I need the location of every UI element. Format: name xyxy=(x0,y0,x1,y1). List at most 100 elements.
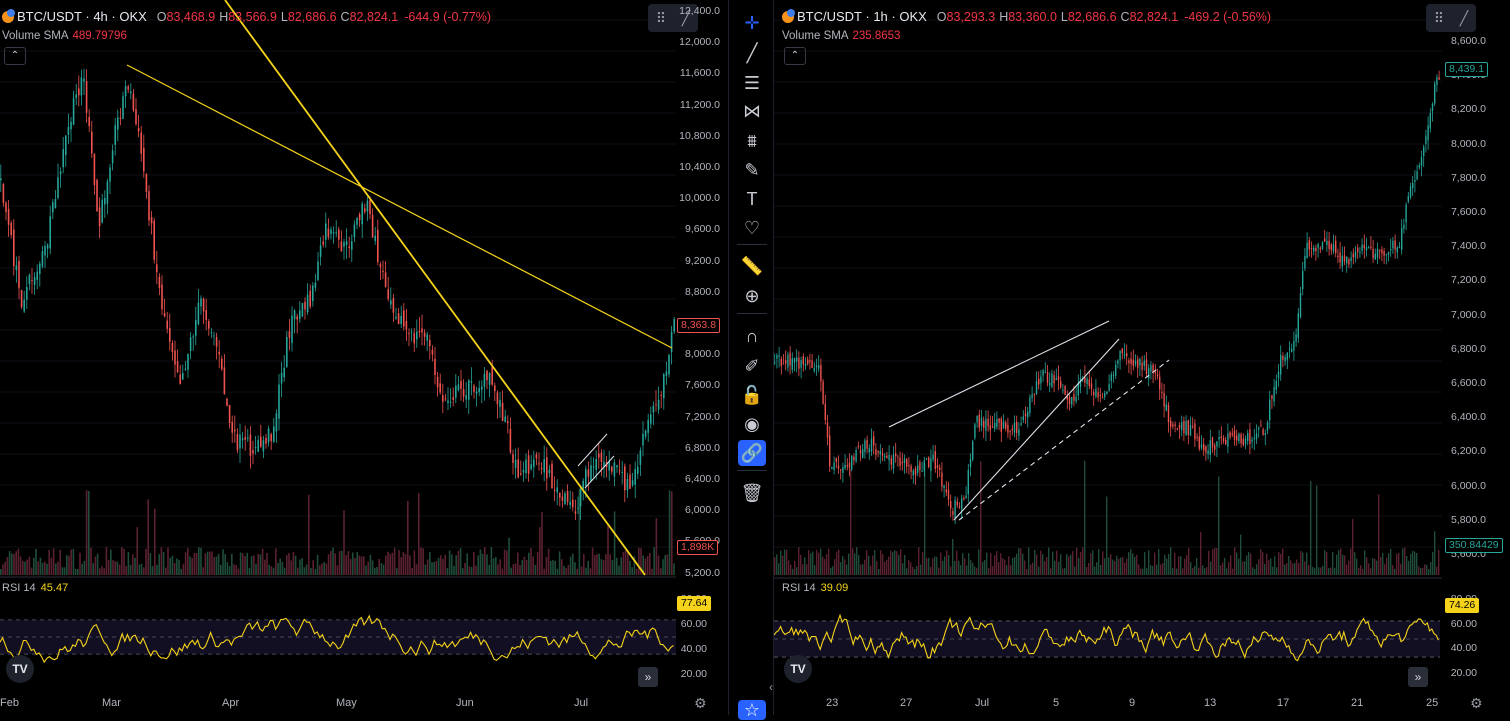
time-axis-label: May xyxy=(336,697,357,709)
rsi-axis-label: 20.00 xyxy=(680,668,707,680)
tradingview-logo-icon[interactable]: TV xyxy=(6,655,34,683)
right-volume-legend: Volume SMA 235.8653 xyxy=(782,30,901,42)
left-collapse-button[interactable]: ⌃ xyxy=(4,47,26,65)
candlesticks xyxy=(0,68,675,520)
price-axis-label: 8,800.0 xyxy=(684,285,720,298)
channel-line-upper xyxy=(888,320,1110,428)
price-axis-label: 8,000.0 xyxy=(1450,137,1486,150)
time-axis-label: Jul xyxy=(975,697,990,709)
price-axis-label: 7,400.0 xyxy=(1450,240,1486,253)
grid xyxy=(0,19,728,548)
prediction-icon[interactable]: ⩩ xyxy=(747,130,757,151)
grid xyxy=(774,19,1510,548)
price-axis-label: 7,200.0 xyxy=(684,410,720,423)
fib-retracement-icon[interactable]: ☰ xyxy=(743,72,761,93)
btc-coin-icon xyxy=(782,8,795,23)
rsi-panel xyxy=(774,598,1440,680)
left-close: 82,824.1 xyxy=(349,9,399,24)
trend-line-icon: ╱ xyxy=(681,9,691,26)
left-volume-legend: Volume SMA 489.79796 xyxy=(2,30,127,42)
time-axis-label: 23 xyxy=(826,697,839,709)
left-symbol[interactable]: BTC/USDT · 4h · OKX xyxy=(17,9,147,24)
time-axis-label: Jul xyxy=(574,697,589,709)
left-rsi-tag: 77.64 xyxy=(677,596,712,611)
price-axis-label: 6,200.0 xyxy=(1450,445,1486,458)
time-axis-label: 9 xyxy=(1129,697,1136,709)
price-axis-label: 6,400.0 xyxy=(1450,411,1486,424)
link-icon[interactable]: 🔗 xyxy=(738,440,766,466)
rsi-axis-label: 40.00 xyxy=(1450,642,1477,654)
price-axis-label: 10,000.0 xyxy=(679,192,720,205)
time-axis-label: Jun xyxy=(456,697,474,709)
price-axis-label: 7,800.0 xyxy=(1450,171,1486,184)
right-high: 83,360.0 xyxy=(1008,9,1057,24)
price-axis-label: 11,600.0 xyxy=(679,67,720,80)
toolbar-separator xyxy=(737,244,767,245)
star-icon[interactable]: ☆ xyxy=(738,700,766,720)
right-chart-canvas[interactable] xyxy=(774,0,1510,715)
right-symbol[interactable]: BTC/USDT · 1h · OKX xyxy=(797,9,927,24)
price-axis-label: 6,600.0 xyxy=(1450,377,1486,389)
drag-handle-icon: ⠿ xyxy=(655,9,667,26)
rsi-line xyxy=(774,613,1439,662)
right-rsi-tag: 74.26 xyxy=(1445,598,1480,613)
time-axis-label: Mar xyxy=(102,697,121,709)
collapse-toolbar-icon[interactable]: ‹ xyxy=(769,680,773,694)
lock-icon[interactable]: 🔓 xyxy=(740,384,764,405)
trend-line-icon[interactable]: ╱ xyxy=(746,42,758,63)
pattern-icon[interactable]: ⋈ xyxy=(743,100,761,121)
right-chart-pane[interactable]: BTC/USDT · 1h · OKX O 83,293.3 H 83,360.0 … xyxy=(774,0,1510,715)
right-open: 83,293.3 xyxy=(946,9,996,24)
tradingview-logo-icon[interactable]: TV xyxy=(784,655,812,683)
text-icon[interactable]: T xyxy=(746,188,758,209)
brush-icon[interactable]: ✎ xyxy=(744,159,760,180)
time-axis-label: 25 xyxy=(1426,697,1439,709)
rsi-axis-label: 60.00 xyxy=(680,618,707,630)
price-axis-label: 12,000.0 xyxy=(679,36,720,49)
time-axis-label: 13 xyxy=(1204,697,1217,709)
eye-icon[interactable]: ◉ xyxy=(744,413,760,434)
price-axis-label: 5,800.0 xyxy=(1450,513,1486,526)
toolbar-separator xyxy=(737,313,767,314)
scroll-to-realtime-button[interactable]: » xyxy=(1408,667,1428,687)
trend-lines xyxy=(888,320,1170,521)
trend-lines xyxy=(126,0,673,576)
rsi-axis-label: 20.00 xyxy=(1450,666,1477,679)
price-axis-label: 10,400.0 xyxy=(679,161,720,173)
time-axis-label: Feb xyxy=(0,697,19,709)
time-axis-label: Apr xyxy=(222,697,240,709)
right-settings-gear-icon[interactable]: ⚙ xyxy=(1470,695,1483,711)
left-volume-tag: 1,898K xyxy=(677,540,719,555)
trend-line-steep xyxy=(224,0,646,576)
time-axis-label: 17 xyxy=(1277,697,1290,709)
price-axis-label: 6,400.0 xyxy=(684,473,720,485)
ruler-icon[interactable]: 📏 xyxy=(740,255,764,276)
crosshair-icon[interactable]: ✛ xyxy=(744,12,760,33)
right-low: 82,686.6 xyxy=(1067,9,1117,24)
price-axis-label: 12,400.0 xyxy=(679,5,720,17)
right-change: -469.2 (-0.56%) xyxy=(1184,9,1272,24)
left-rsi-legend: RSI 14 45.47 xyxy=(2,582,69,594)
time-axis-label: 5 xyxy=(1053,697,1060,709)
right-price-tag: 8,439.1 xyxy=(1445,62,1489,77)
left-high: 83,566.9 xyxy=(228,9,277,24)
price-axis-label: 6,000.0 xyxy=(684,504,720,517)
left-chart-pane[interactable]: BTC/USDT · 4h · OKX O 83,468.9 H 83,566.9 … xyxy=(0,0,728,715)
scroll-to-realtime-button[interactable]: » xyxy=(638,667,658,687)
price-axis-label: 10,800.0 xyxy=(679,129,720,142)
right-collapse-button[interactable]: ⌃ xyxy=(784,47,806,65)
left-quick-draw-button[interactable]: ⠿ ╱ xyxy=(648,4,698,32)
left-low: 82,686.6 xyxy=(287,9,337,24)
zoom-in-icon[interactable]: ⊕ xyxy=(744,285,760,306)
magnet-icon[interactable]: ∩ xyxy=(745,325,759,346)
price-axis-bg xyxy=(1442,0,1510,715)
volume-bars xyxy=(0,488,675,575)
left-settings-gear-icon[interactable]: ⚙ xyxy=(694,695,707,711)
trash-icon[interactable]: 🗑 xyxy=(740,482,764,503)
heart-icon[interactable]: ♡ xyxy=(743,217,761,238)
left-chart-canvas[interactable] xyxy=(0,0,728,715)
trend-line-icon: ╱ xyxy=(1459,9,1469,26)
lock-drawing-icon[interactable]: ✐ xyxy=(744,355,760,376)
right-quick-draw-button[interactable]: ⠿ ╱ xyxy=(1426,4,1476,32)
rsi-panel xyxy=(0,598,676,676)
